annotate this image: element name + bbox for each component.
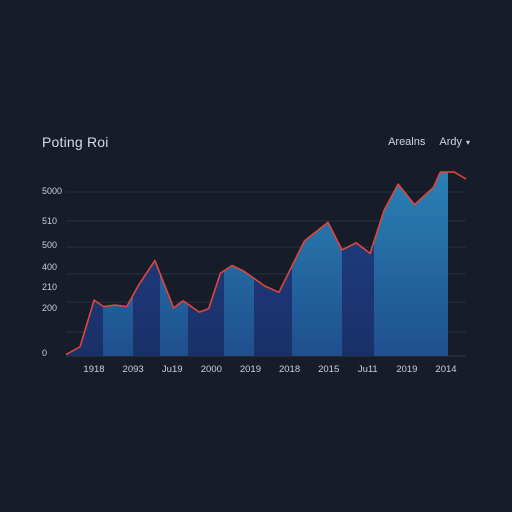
area-band [188,172,224,356]
area-band [160,172,188,356]
area-band [224,172,254,356]
x-tick-label: 2019 [240,364,261,375]
x-tick-label: Ju11 [358,364,378,375]
range-select-label: Ardy [439,136,462,148]
area-band [416,172,448,356]
range-select[interactable]: Ardy ▾ [439,136,470,148]
x-tick-label: 2018 [279,364,300,375]
area-band [254,172,292,356]
chart-controls: Arealns Ardy ▾ [388,136,470,148]
area-band [66,172,103,356]
y-tick-label: 500 [42,240,57,250]
x-tick-label: 1918 [83,364,104,375]
area-band [292,172,342,356]
y-tick-label: 0 [42,348,47,358]
y-tick-label: 5000 [42,186,62,196]
series-line [65,171,467,356]
y-tick-label: 400 [42,262,57,272]
area-fill [66,172,448,356]
x-tick-label: 2014 [435,364,456,375]
chevron-down-icon: ▾ [465,137,470,147]
area-band [374,172,416,356]
x-tick-label: 2015 [318,364,339,375]
y-tick-label: 510 [42,216,57,226]
area-band [133,172,160,356]
x-tick-label: 2093 [123,364,144,375]
x-axis: 1918 2093 Ju19 2000 2019 2018 2015 Ju11 2019 2014 [83,364,456,375]
y-tick-label: 200 [42,303,57,313]
chart-title: Poting Roi [42,134,109,150]
y-axis: 0 200 210 400 500 510 5000 [42,186,62,358]
area-band [342,172,374,356]
area-band [103,172,133,356]
x-tick-label: 2019 [396,364,417,375]
areas-toggle[interactable]: Arealns [388,136,426,148]
x-tick-label: 2000 [201,364,222,375]
x-tick-label: Ju19 [162,364,183,375]
y-tick-label: 210 [42,282,57,292]
